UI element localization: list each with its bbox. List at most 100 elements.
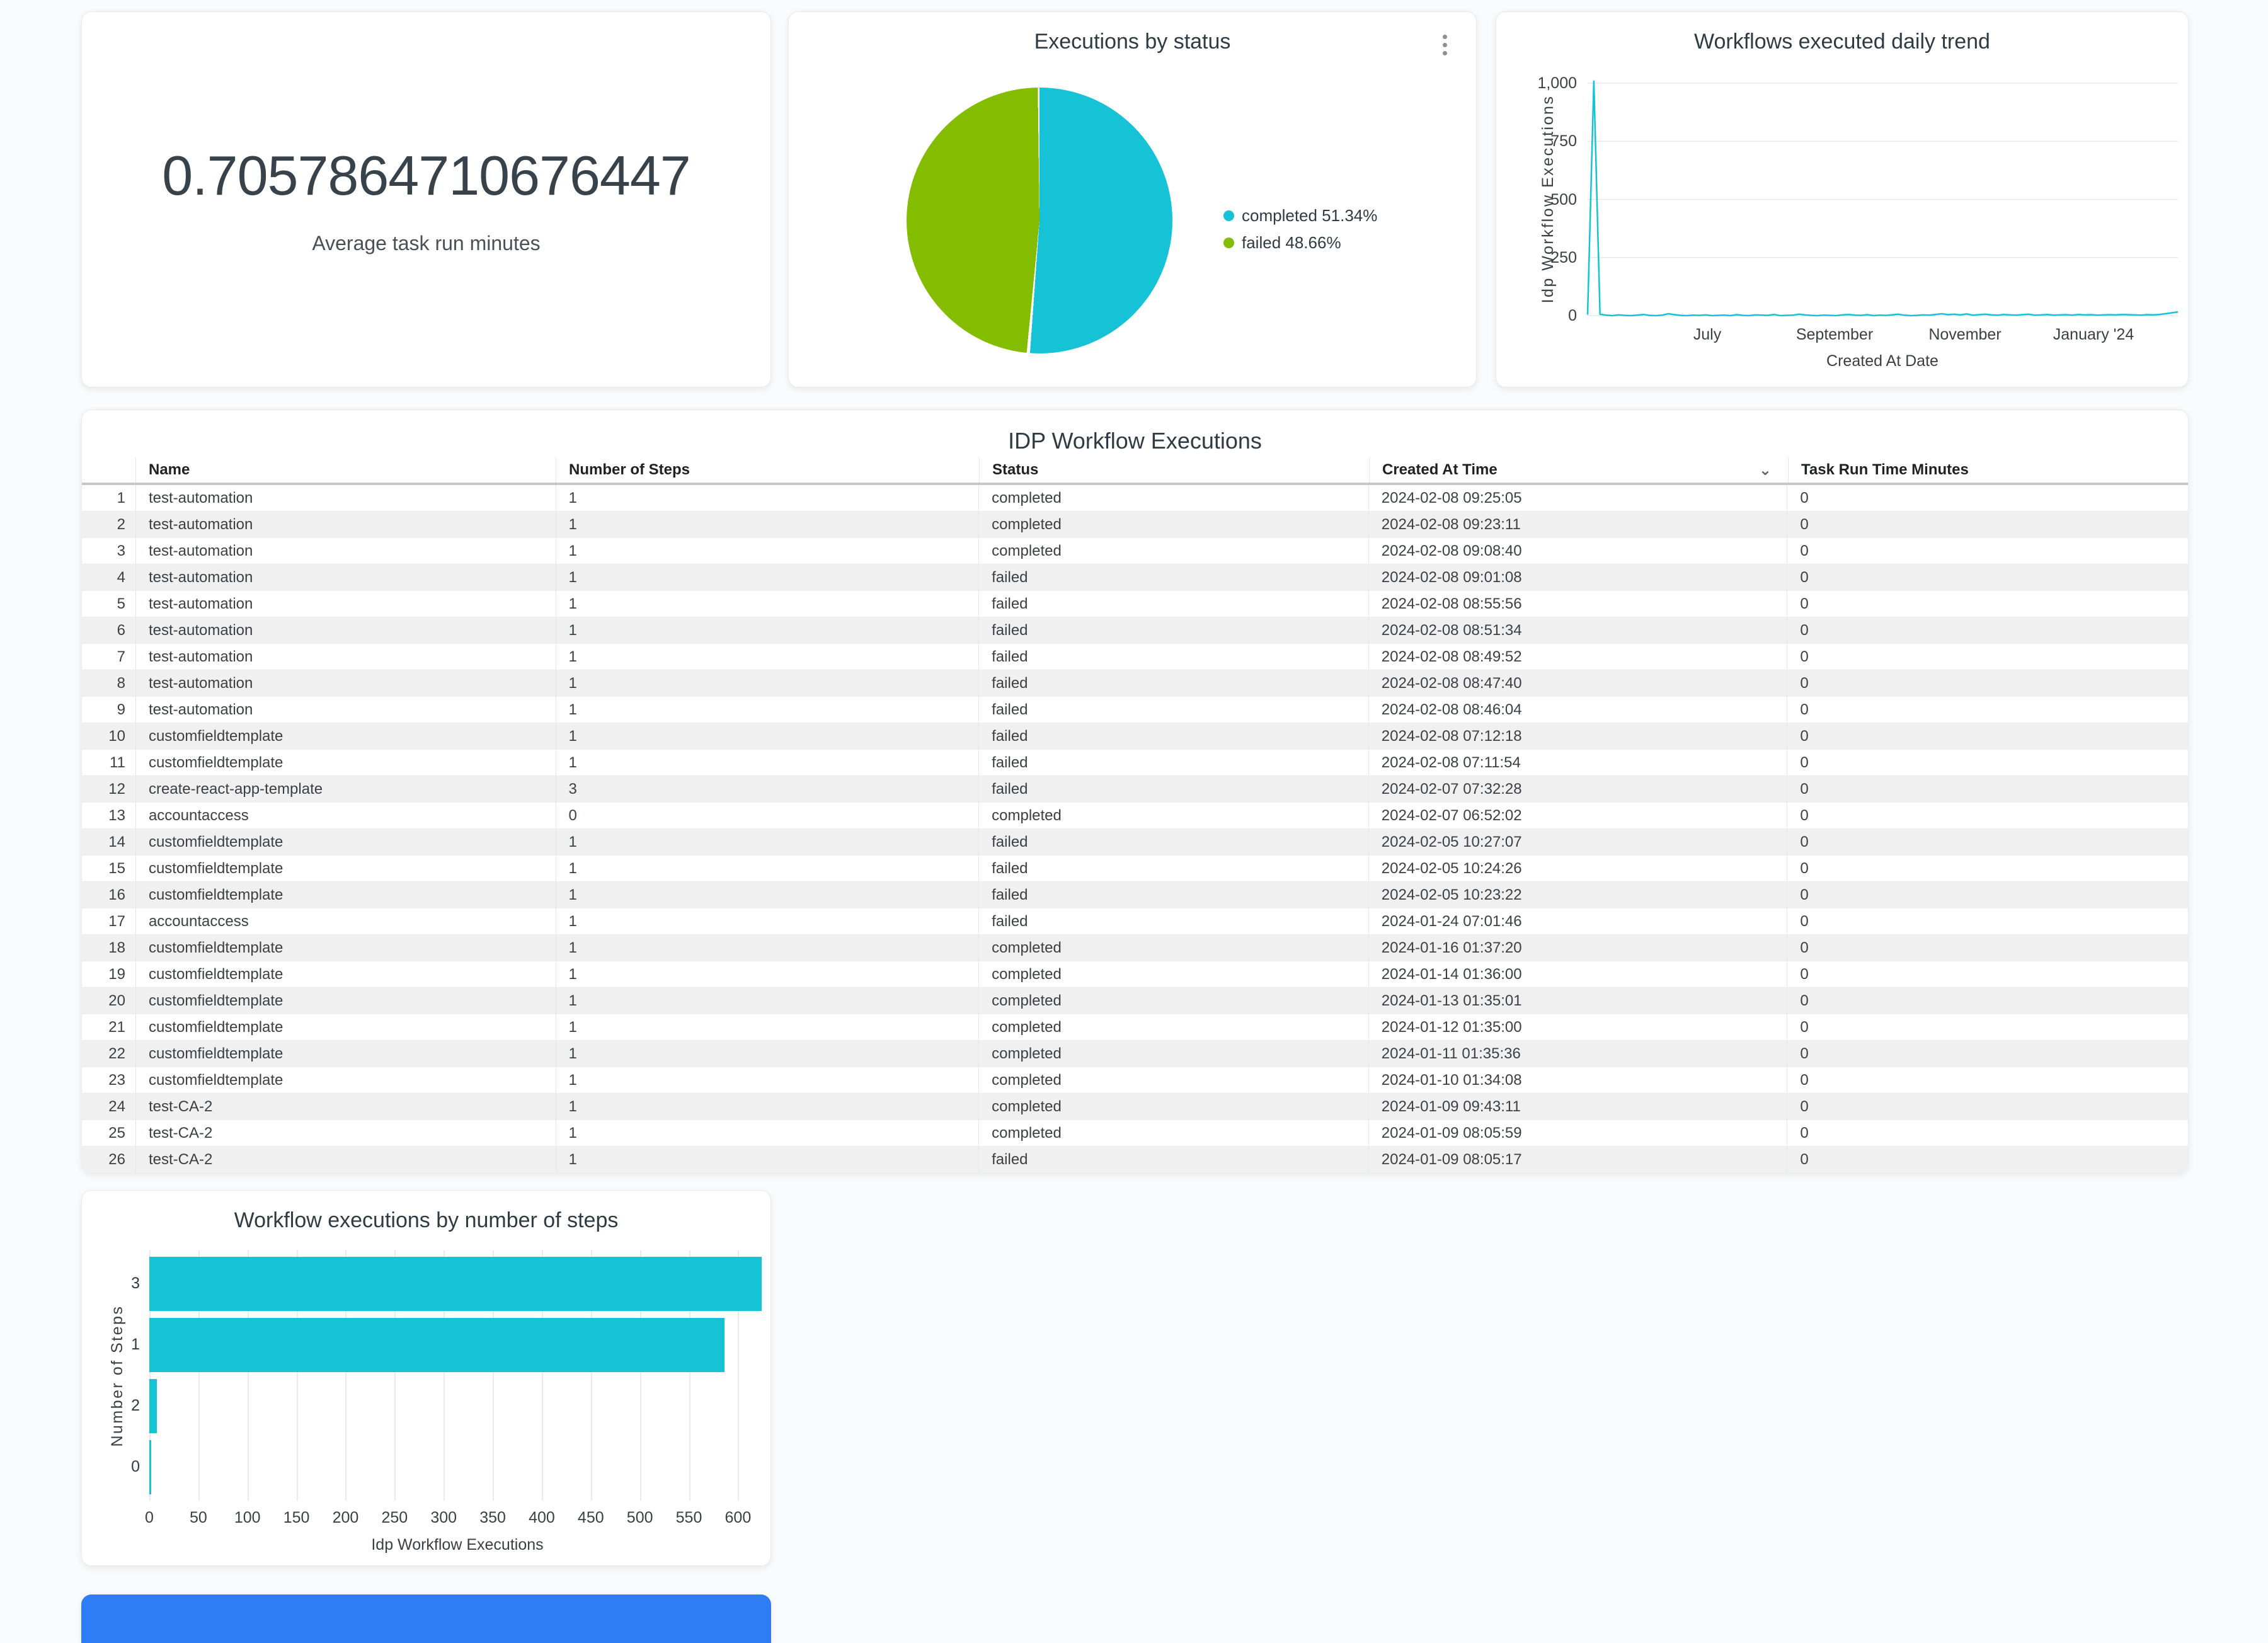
cell-number-of-steps: 1	[555, 882, 979, 908]
row-number: 20	[108, 992, 125, 1009]
table-row[interactable]: 11 customfieldtemplate 1 failed 2024-02-08 0…	[82, 750, 2188, 776]
column-header-name[interactable]: Name	[135, 457, 556, 483]
table-row[interactable]: 4 test-automation 1 failed 2024-02-08 09:01:…	[82, 564, 2188, 591]
pie-chart[interactable]	[907, 88, 1172, 353]
column-header-task-run-time-minutes[interactable]: Task Run Time Minutes	[1788, 457, 2188, 483]
cell-number-of-steps: 3	[555, 776, 979, 802]
table-row[interactable]: 17 accountaccess 1 failed 2024-01-24 07:01:4…	[82, 908, 2188, 935]
bar-x-tick: 200	[332, 1509, 359, 1526]
bar-1-steps[interactable]	[149, 1318, 724, 1372]
cell-status: completed	[978, 485, 1368, 511]
cell-status: completed	[978, 1041, 1368, 1067]
cell-task-run-time-minutes: 0	[1787, 697, 2188, 723]
bar-category-label: 2	[131, 1396, 140, 1414]
bar-category-label: 0	[131, 1457, 140, 1475]
table-row[interactable]: 1 test-automation 1 completed 2024-02-08 09:…	[82, 485, 2188, 512]
scorecard-label: Average task run minutes	[312, 232, 541, 255]
table-row[interactable]: 24 test-CA-2 1 completed 2024-01-09 09:43:11…	[82, 1094, 2188, 1120]
table-row[interactable]: 16 customfieldtemplate 1 failed 2024-02-05 1…	[82, 882, 2188, 908]
cell-name: test-automation	[135, 512, 556, 537]
cell-status: failed	[978, 776, 1368, 802]
partial-card-cutoff[interactable]	[81, 1594, 771, 1643]
cell-number-of-steps: 1	[555, 644, 979, 670]
row-number: 22	[108, 1045, 125, 1062]
cell-created-at-time: 2024-01-13 01:35:01	[1368, 988, 1787, 1014]
legend-item-failed[interactable]: failed 48.66%	[1223, 233, 1377, 253]
gridline	[296, 1251, 298, 1501]
line-y-tick: 250	[1550, 248, 1577, 266]
cell-created-at-time: 2024-02-08 07:11:54	[1368, 750, 1787, 776]
row-number: 19	[108, 965, 125, 983]
column-header-status[interactable]: Status	[979, 457, 1369, 483]
gridline	[541, 1251, 543, 1501]
table-row[interactable]: 13 accountaccess 0 completed 2024-02-07 06:5…	[82, 803, 2188, 829]
cell-status: completed	[978, 935, 1368, 961]
cell-created-at-time: 2024-01-09 08:05:59	[1368, 1120, 1787, 1146]
row-number: 15	[108, 859, 125, 877]
bar-3-steps[interactable]	[149, 1257, 762, 1311]
table-row[interactable]: 22 customfieldtemplate 1 completed 2024-01-1…	[82, 1041, 2188, 1067]
cell-name: customfieldtemplate	[135, 1041, 556, 1067]
bar-x-tick: 500	[626, 1509, 653, 1526]
table-row[interactable]: 9 test-automation 1 failed 2024-02-08 08:46:…	[82, 697, 2188, 723]
table-row[interactable]: 2 test-automation 1 completed 2024-02-08 09:…	[82, 512, 2188, 538]
column-header-created-at-time[interactable]: Created At Time ⌄	[1369, 457, 1788, 483]
column-header-label: Task Run Time Minutes	[1801, 461, 1969, 478]
cell-number-of-steps: 1	[555, 935, 979, 961]
row-number: 7	[117, 648, 125, 665]
cell-created-at-time: 2024-01-14 01:36:00	[1368, 961, 1787, 987]
table-row[interactable]: 5 test-automation 1 failed 2024-02-08 08:55:…	[82, 591, 2188, 617]
legend-item-completed[interactable]: completed 51.34%	[1223, 206, 1377, 226]
column-header-number-of-steps[interactable]: Number of Steps	[556, 457, 979, 483]
table-row[interactable]: 3 test-automation 1 completed 2024-02-08 09:…	[82, 538, 2188, 564]
bar-x-tick: 400	[529, 1509, 555, 1526]
table-row[interactable]: 18 customfieldtemplate 1 completed 2024-01-1…	[82, 935, 2188, 961]
bar-0-steps[interactable]	[149, 1440, 152, 1494]
cell-status: failed	[978, 723, 1368, 749]
row-number: 8	[117, 674, 125, 692]
cell-created-at-time: 2024-02-08 08:51:34	[1368, 617, 1787, 643]
cell-status: completed	[978, 1014, 1368, 1040]
table-card: IDP Workflow Executions Name Number of St…	[81, 409, 2189, 1173]
table-row[interactable]: 15 customfieldtemplate 1 failed 2024-02-05 1…	[82, 856, 2188, 882]
row-number: 2	[117, 515, 125, 533]
sort-descending-icon[interactable]: ⌄	[1758, 461, 1772, 479]
kebab-menu-icon[interactable]	[1439, 31, 1451, 59]
table-row[interactable]: 12 create-react-app-template 3 failed 2024-0…	[82, 776, 2188, 803]
cell-task-run-time-minutes: 0	[1787, 723, 2188, 749]
pie-chart-title: Executions by status	[1034, 30, 1231, 54]
gridline	[394, 1251, 396, 1501]
gridline	[639, 1251, 641, 1501]
table-row[interactable]: 10 customfieldtemplate 1 failed 2024-02-08 0…	[82, 723, 2188, 750]
cell-name: customfieldtemplate	[135, 935, 556, 961]
table-row[interactable]: 26 test-CA-2 1 failed 2024-01-09 08:05:17 0	[82, 1147, 2188, 1172]
column-header-label: Status	[992, 461, 1039, 478]
table-title: IDP Workflow Executions	[1008, 428, 1262, 454]
cell-name: customfieldtemplate	[135, 988, 556, 1014]
table-row[interactable]: 19 customfieldtemplate 1 completed 2024-01-1…	[82, 961, 2188, 988]
table-row[interactable]: 14 customfieldtemplate 1 failed 2024-02-05 1…	[82, 829, 2188, 856]
cell-number-of-steps: 1	[555, 538, 979, 564]
cell-number-of-steps: 1	[555, 1120, 979, 1146]
table-row[interactable]: 6 test-automation 1 failed 2024-02-08 08:51:…	[82, 617, 2188, 644]
line-x-tick: July	[1693, 326, 1722, 343]
cell-number-of-steps: 1	[555, 512, 979, 537]
table-row[interactable]: 7 test-automation 1 failed 2024-02-08 08:49:…	[82, 644, 2188, 670]
line-x-tick: January '24	[2053, 326, 2134, 343]
gridline	[198, 1251, 200, 1501]
table-row[interactable]: 21 customfieldtemplate 1 completed 2024-01-1…	[82, 1014, 2188, 1041]
cell-number-of-steps: 1	[555, 829, 979, 855]
cell-name: customfieldtemplate	[135, 1014, 556, 1040]
cell-number-of-steps: 1	[555, 1067, 979, 1093]
cell-created-at-time: 2024-01-24 07:01:46	[1368, 908, 1787, 934]
cell-task-run-time-minutes: 0	[1787, 882, 2188, 908]
bar-2-steps[interactable]	[149, 1379, 158, 1433]
line-chart-plot[interactable]	[1586, 80, 2179, 317]
table-row[interactable]: 23 customfieldtemplate 1 completed 2024-01-1…	[82, 1067, 2188, 1094]
table-row[interactable]: 20 customfieldtemplate 1 completed 2024-01-1…	[82, 988, 2188, 1014]
line-chart-card: Workflows executed daily trend Idp Workf…	[1496, 11, 2189, 387]
table-row[interactable]: 8 test-automation 1 failed 2024-02-08 08:47:…	[82, 670, 2188, 697]
table-body: 1 test-automation 1 completed 2024-02-08 09:…	[82, 485, 2188, 1172]
column-header-label: Name	[149, 461, 190, 478]
table-row[interactable]: 25 test-CA-2 1 completed 2024-01-09 08:05:59…	[82, 1120, 2188, 1147]
